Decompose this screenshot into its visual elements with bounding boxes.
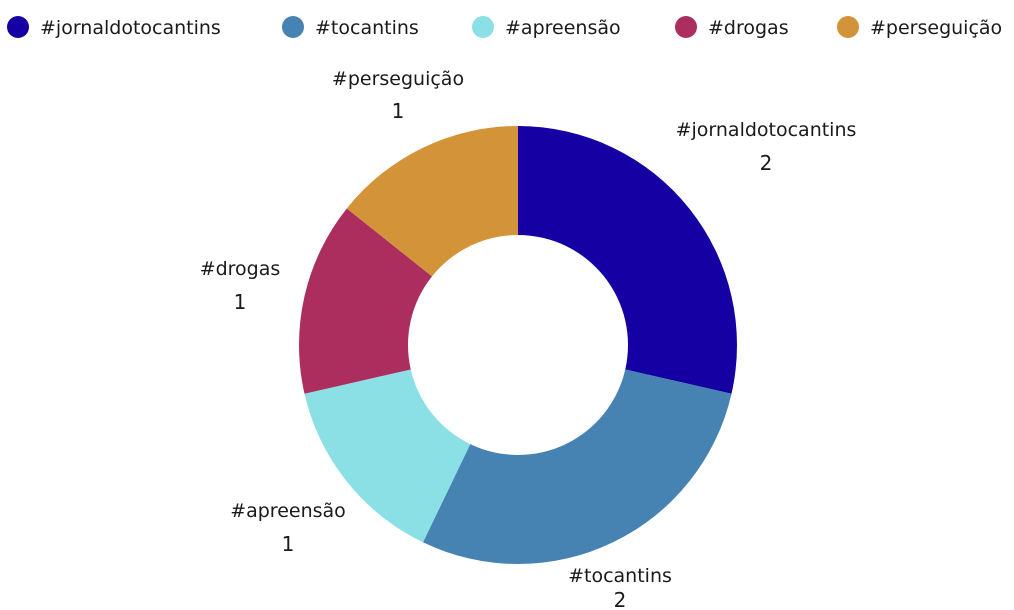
legend-label-drogas: #drogas xyxy=(708,17,789,39)
slice-label-perseguicao: #perseguição xyxy=(332,68,464,90)
slice-tocantins xyxy=(422,369,732,564)
legend-swatch-jornaldotocantins xyxy=(7,16,29,38)
legend-label-apreensao: #apreensão xyxy=(505,17,621,39)
slice-value-tocantins: 2 xyxy=(614,588,627,610)
slice-perseguicao xyxy=(346,125,518,277)
legend-swatch-drogas xyxy=(675,16,697,38)
slice-value-apreensao: 1 xyxy=(282,532,295,556)
legend-label-tocantins: #tocantins xyxy=(315,17,419,39)
slice-value-drogas: 1 xyxy=(234,290,247,314)
slice-jornaldotocantins xyxy=(518,126,737,394)
legend-label-perseguicao: #perseguição xyxy=(870,17,1002,39)
donut-slices xyxy=(299,125,737,564)
slice-value-jornaldotocantins: 2 xyxy=(760,151,773,175)
legend-label-jornaldotocantins: #jornaldotocantins xyxy=(40,17,221,39)
slice-value-perseguicao: 1 xyxy=(392,99,405,123)
slice-drogas xyxy=(299,208,432,394)
slice-label-tocantins: #tocantins xyxy=(568,565,672,587)
slice-label-drogas: #drogas xyxy=(200,258,281,280)
legend-swatch-apreensao xyxy=(472,16,494,38)
slice-apreensao xyxy=(304,369,471,543)
slice-label-apreensao: #apreensão xyxy=(230,500,346,522)
chart-legend: #jornaldotocantins #tocantins #apreensão #d… xyxy=(7,16,1002,39)
slice-labels: #jornaldotocantins2#tocantins2#apreensão… xyxy=(200,68,857,610)
legend-swatch-tocantins xyxy=(282,16,304,38)
slice-label-jornaldotocantins: #jornaldotocantins xyxy=(676,119,857,141)
legend-swatch-perseguicao xyxy=(837,16,859,38)
